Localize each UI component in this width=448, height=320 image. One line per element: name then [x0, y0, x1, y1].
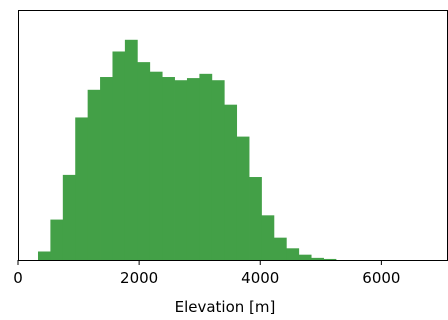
- histogram-bar: [50, 219, 64, 260]
- histogram-bar: [124, 39, 138, 260]
- histogram-bar: [112, 51, 126, 260]
- x-tick-label: 2000: [120, 269, 158, 287]
- histogram-bar: [174, 80, 188, 261]
- histogram-bar: [37, 251, 51, 260]
- histogram-bars: [37, 39, 337, 261]
- x-tick-label: 6000: [362, 269, 400, 287]
- histogram-bar: [162, 77, 175, 261]
- histogram-bar: [199, 73, 213, 260]
- histogram-bar: [87, 89, 101, 260]
- histogram-bar: [273, 237, 287, 260]
- histogram-bar: [211, 80, 225, 261]
- histogram-bar: [323, 258, 337, 260]
- histogram-bar: [62, 174, 76, 260]
- x-axis-ticks: 0 2000 4000 6000: [13, 260, 400, 287]
- histogram-bar: [224, 104, 238, 261]
- histogram-bar: [249, 177, 262, 260]
- histogram-bar: [186, 78, 200, 260]
- histogram-bar: [149, 71, 163, 260]
- x-axis-label: Elevation [m]: [175, 298, 276, 316]
- histogram-bar: [261, 215, 275, 260]
- histogram-bar: [311, 257, 324, 260]
- histogram-bar: [137, 62, 151, 260]
- histogram-bar: [236, 136, 250, 260]
- histogram-bar: [100, 77, 113, 261]
- x-tick-label: 4000: [241, 269, 279, 287]
- x-tick-label: 0: [13, 269, 23, 287]
- histogram-bar: [286, 248, 300, 260]
- histogram-bar: [298, 254, 312, 260]
- histogram-bar: [75, 117, 89, 260]
